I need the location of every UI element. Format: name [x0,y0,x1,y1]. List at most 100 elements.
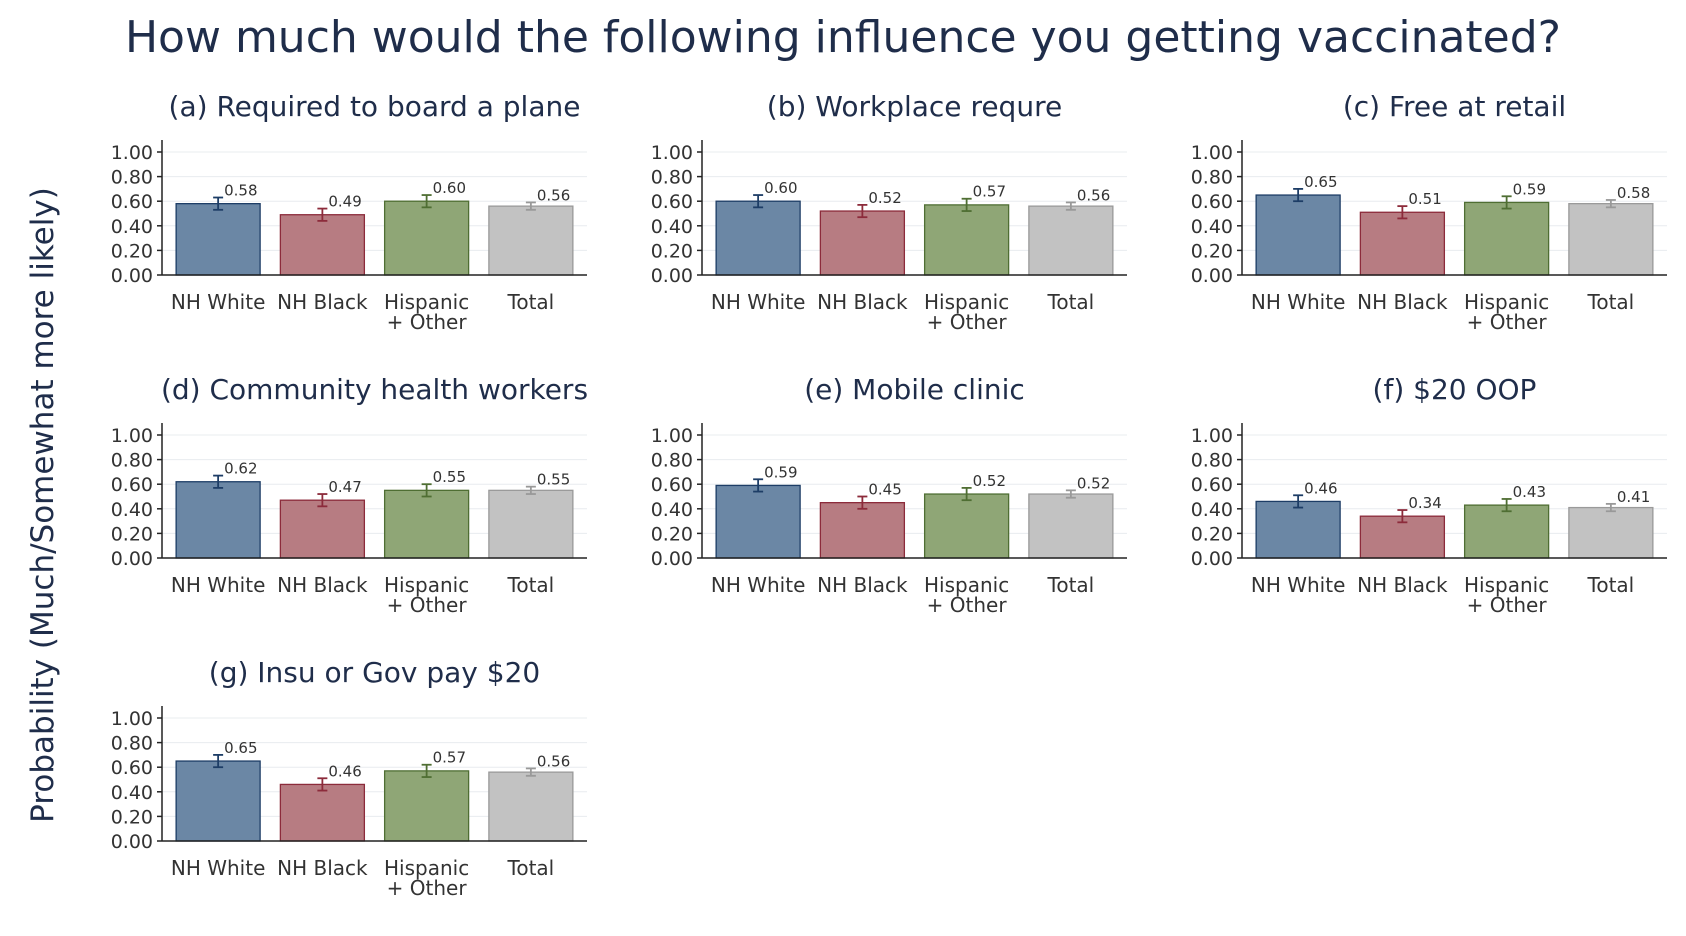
y-tick-label: 0.60 [111,757,153,779]
bar-hispanic-other [383,200,470,276]
y-tick-label: 0.80 [111,450,153,472]
x-tick-label: Total [1587,573,1635,597]
error-bar [421,194,432,209]
data-label: 0.59 [764,463,797,481]
error-bar [213,474,224,489]
bar-nh-black [279,783,366,842]
panel-c-chart: (c) Free at retail 0.00 0.200.40 0.600.80 1.… [1191,90,1667,334]
y-tick-label: 0.80 [1191,450,1233,472]
x-tick-label: Total [1587,290,1635,314]
panel-f-chart: (f) $20 OOP 0.00 0.200.40 0.600.80 1.00 0.46 N… [1191,373,1667,617]
data-label: 0.34 [1408,494,1441,512]
x-tick-label: Hispanic + Other [384,290,469,334]
y-tick-label: 0.20 [111,806,153,828]
data-label: 0.60 [433,179,466,197]
x-tick-label: NH White [1251,573,1346,597]
y-tick-label: 0.80 [651,167,693,189]
bar-nh-black [279,214,366,276]
error-bar [961,486,972,502]
x-tick-label: NH White [171,856,266,880]
bar-nh-black [279,499,366,559]
error-bar [525,201,536,211]
y-tick-label: 0.60 [111,474,153,496]
bar-total [1028,493,1114,559]
error-bar [1397,205,1408,220]
data-label: 0.46 [1304,479,1337,497]
data-label: 0.51 [1408,190,1441,208]
y-tick-label: 0.80 [111,733,153,755]
x-tick-label: Total [1047,290,1095,314]
y-tick-label: 0.40 [1191,216,1233,238]
bar-nh-white [715,200,801,276]
error-bar [753,478,764,493]
y-tick-label: 0.60 [651,474,693,496]
panel-f-title: (f) $20 OOP [1373,373,1537,406]
error-bar [421,763,432,778]
x-tick-label: NH White [711,290,806,314]
y-tick-label: 1.00 [1191,425,1233,447]
x-tick-label: Hispanic + Other [1464,290,1549,334]
error-bar [317,493,328,508]
bar-nh-white [175,481,261,559]
x-tick-label: NH White [1251,290,1346,314]
x-tick-label: Hispanic + Other [924,290,1009,334]
panel-b-title: (b) Workplace requre [767,90,1062,123]
bar-total [488,489,574,559]
panel-c-title: (c) Free at retail [1343,90,1566,123]
bar-hispanic-other [383,770,470,842]
x-tick-label: Total [507,573,555,597]
bar-nh-white [175,760,261,842]
x-tick-label: NH Black [1357,573,1448,597]
y-tick-label: 0.00 [111,548,153,570]
error-bar [1293,188,1304,203]
x-tick-label: NH Black [277,856,368,880]
error-bar [1065,489,1076,499]
error-bar [317,207,328,222]
data-label: 0.43 [1513,483,1546,501]
data-label: 0.62 [224,460,257,478]
error-bar [525,767,536,777]
y-tick-label: 0.20 [1191,523,1233,545]
error-bar [525,485,536,495]
error-bar [213,754,224,769]
panel-e-title: (e) Mobile clinic [804,373,1025,406]
data-label: 0.57 [433,749,466,767]
x-tick-label: Hispanic + Other [384,573,469,617]
error-bar [1397,509,1408,524]
bar-hispanic-other [1463,504,1550,559]
error-bar [1293,494,1304,509]
bar-nh-black [819,502,906,559]
error-bar [857,495,868,510]
data-label: 0.59 [1513,180,1546,198]
error-bar [961,197,972,212]
error-bar [317,777,328,792]
y-tick-label: 0.80 [651,450,693,472]
y-tick-label: 0.00 [111,831,153,853]
data-label: 0.55 [537,471,570,489]
y-tick-label: 0.20 [1191,240,1233,262]
panel-g-title: (g) Insu or Gov pay $20 [209,656,540,689]
data-label: 0.41 [1617,488,1650,506]
panel-a-chart: (a) Required to board a plane0.000.200.4… [111,90,587,334]
panel-e-chart: (e) Mobile clinic 0.00 0.200.40 0.600.80 1.0… [651,373,1127,617]
x-tick-label: NH Black [817,290,908,314]
x-tick-label: Hispanic + Other [924,573,1009,617]
y-tick-label: 1.00 [651,142,693,164]
data-label: 0.49 [328,193,361,211]
y-tick-label: 0.00 [1191,548,1233,570]
y-tick-label: 1.00 [651,425,693,447]
x-tick-label: NH Black [277,573,368,597]
x-tick-label: Total [507,856,555,880]
bar-hispanic-other [923,493,1010,559]
data-label: 0.56 [537,752,570,770]
data-label: 0.57 [973,183,1006,201]
x-tick-label: NH White [171,573,266,597]
data-label: 0.60 [764,179,797,197]
bar-nh-white [715,484,801,559]
bar-total [1568,506,1654,559]
bar-nh-black [1359,211,1446,276]
x-tick-label: NH Black [817,573,908,597]
data-label: 0.52 [1077,474,1110,492]
y-tick-label: 0.20 [111,240,153,262]
y-tick-label: 1.00 [1191,142,1233,164]
